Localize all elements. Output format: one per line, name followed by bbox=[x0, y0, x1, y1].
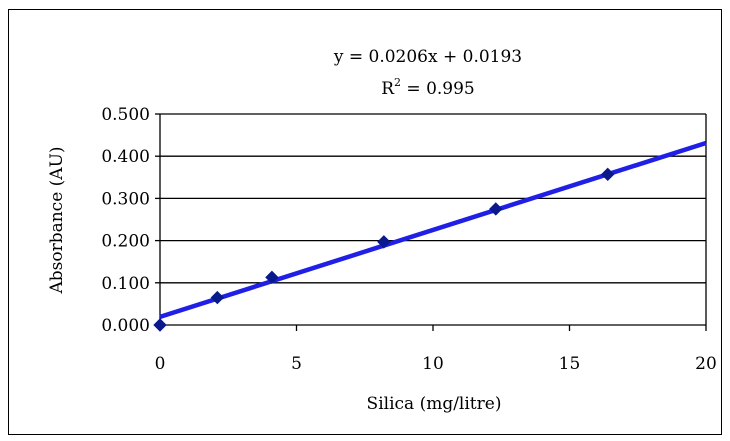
grid-lines bbox=[160, 113, 706, 326]
r-squared-value: = 0.995 bbox=[401, 79, 475, 99]
x-tick-label: 10 bbox=[422, 354, 444, 374]
y-tick-label: 0.300 bbox=[101, 189, 150, 209]
data-point bbox=[210, 290, 225, 305]
data-point bbox=[265, 270, 279, 285]
r-squared-base: R bbox=[381, 79, 395, 99]
plot-area bbox=[159, 114, 707, 325]
trendline-group bbox=[159, 140, 707, 319]
r-squared-label: R2 = 0.995 bbox=[381, 76, 475, 99]
trendline bbox=[159, 140, 707, 319]
data-point bbox=[601, 167, 615, 182]
y-tick-labels: 0.000 0.100 0.200 0.300 0.400 0.500 bbox=[101, 105, 150, 336]
y-tick-label: 0.400 bbox=[101, 147, 150, 167]
trendline-equation: y = 0.0206x + 0.0193 bbox=[333, 47, 522, 67]
x-axis-label: Silica (mg/litre) bbox=[367, 394, 502, 414]
x-tick-label: 0 bbox=[155, 354, 166, 374]
data-point bbox=[489, 202, 503, 216]
r-squared-exponent: 2 bbox=[394, 76, 401, 89]
x-tick-label: 15 bbox=[559, 354, 581, 374]
y-tick-label: 0.100 bbox=[101, 274, 150, 294]
y-tick-label: 0.500 bbox=[101, 105, 150, 125]
x-tick-label: 5 bbox=[291, 354, 302, 374]
y-axis-label: Absorbance (AU) bbox=[47, 146, 67, 294]
axis-ticks bbox=[155, 113, 707, 331]
data-points bbox=[153, 167, 615, 332]
y-tick-label: 0.000 bbox=[101, 316, 150, 336]
data-point bbox=[153, 318, 167, 332]
x-tick-label: 20 bbox=[695, 354, 717, 374]
chart-frame bbox=[8, 9, 722, 435]
data-point bbox=[377, 235, 391, 249]
y-tick-label: 0.200 bbox=[101, 232, 150, 252]
x-tick-labels: 0 5 10 15 20 bbox=[155, 354, 717, 374]
